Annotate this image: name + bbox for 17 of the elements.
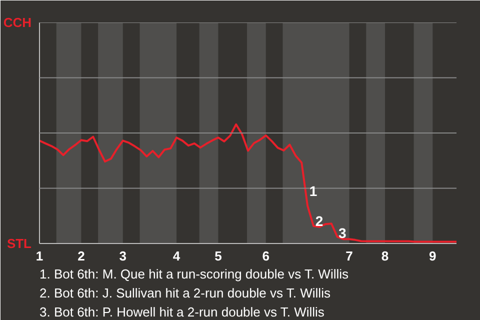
x-tick-label: 3: [119, 248, 127, 264]
x-tick-label: 6: [262, 248, 270, 264]
text: STL: [6, 236, 32, 251]
x-tick-label: 7: [346, 248, 353, 264]
x-tick-label: 2: [78, 248, 85, 264]
text: CCH: [3, 15, 32, 30]
x-tick-label: 9: [429, 248, 436, 264]
annotation: 3: [338, 224, 347, 241]
annotation: 1: [309, 183, 318, 200]
text: 3. Bot 6th: P. Howell hit a 2-run double vs T. Willis: [40, 304, 325, 320]
x-tick-label: 1: [36, 248, 44, 264]
text: 2. Bot 6th: J. Sullivan hit a 2-run double vs T. Willis: [40, 286, 331, 300]
text: 1. Bot 6th: M. Que hit a run-scoring double vs T. Willis: [40, 266, 350, 282]
x-tick-label: 8: [381, 248, 389, 264]
annotation: 2: [315, 212, 324, 229]
x-tick-label: 5: [214, 248, 222, 264]
x-tick-label: 4: [172, 248, 181, 264]
